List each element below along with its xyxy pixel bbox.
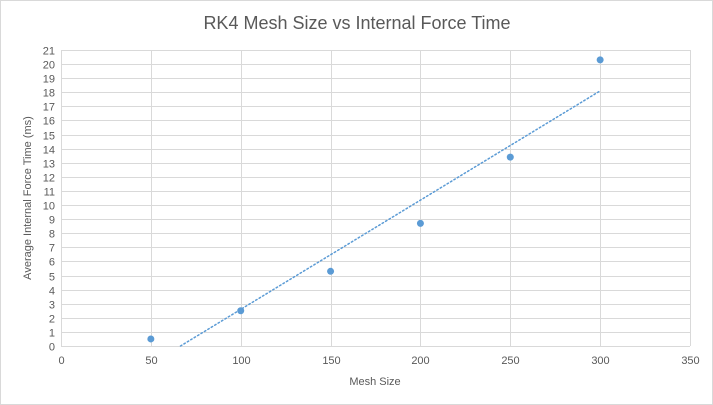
y-tick-label: 21 <box>43 46 55 58</box>
y-tick-label: 5 <box>49 272 55 284</box>
y-tick-label: 11 <box>44 187 55 199</box>
x-axis-title: Mesh Size <box>349 376 400 388</box>
x-tick-label: 200 <box>411 355 429 367</box>
chart-title: RK4 Mesh Size vs Internal Force Time <box>203 13 510 33</box>
trendline <box>179 90 601 347</box>
y-tick-label: 3 <box>49 300 55 312</box>
y-tick-label: 10 <box>43 201 55 213</box>
data-point <box>327 267 335 275</box>
x-tick-label: 50 <box>145 355 157 367</box>
data-point <box>416 219 424 227</box>
data-point <box>596 56 604 64</box>
y-tick-label: 17 <box>43 102 55 114</box>
y-tick-label: 15 <box>43 131 55 143</box>
y-tick-label: 8 <box>49 229 55 241</box>
x-tick-label: 350 <box>681 355 699 367</box>
y-tick-label: 20 <box>43 60 55 72</box>
y-axis-title: Average Internal Force Time (ms) <box>22 116 34 280</box>
y-tick-label: 9 <box>49 215 55 227</box>
y-tick-label: 4 <box>49 286 55 298</box>
data-point <box>237 307 245 315</box>
data-point <box>147 335 155 343</box>
y-tick-label: 16 <box>43 116 55 128</box>
y-tick-label: 0 <box>49 342 55 354</box>
y-tick-label: 12 <box>43 173 55 185</box>
y-tick-label: 6 <box>49 257 55 269</box>
y-tick-label: 14 <box>43 145 55 157</box>
x-tick-label: 0 <box>58 355 64 367</box>
data-point <box>506 153 514 161</box>
y-tick-label: 13 <box>43 159 55 171</box>
x-tick-label: 100 <box>232 355 250 367</box>
y-tick-label: 1 <box>49 328 55 340</box>
x-tick-label: 150 <box>322 355 340 367</box>
grid-lines <box>61 50 691 347</box>
trendline-layer <box>179 90 601 347</box>
y-tick-label: 2 <box>49 314 55 326</box>
y-tick-label: 7 <box>49 243 55 255</box>
x-tick-label: 300 <box>591 355 609 367</box>
y-tick-label: 19 <box>43 74 55 86</box>
y-tick-label: 18 <box>43 88 55 100</box>
x-tick-label: 250 <box>501 355 519 367</box>
data-points <box>147 56 604 343</box>
